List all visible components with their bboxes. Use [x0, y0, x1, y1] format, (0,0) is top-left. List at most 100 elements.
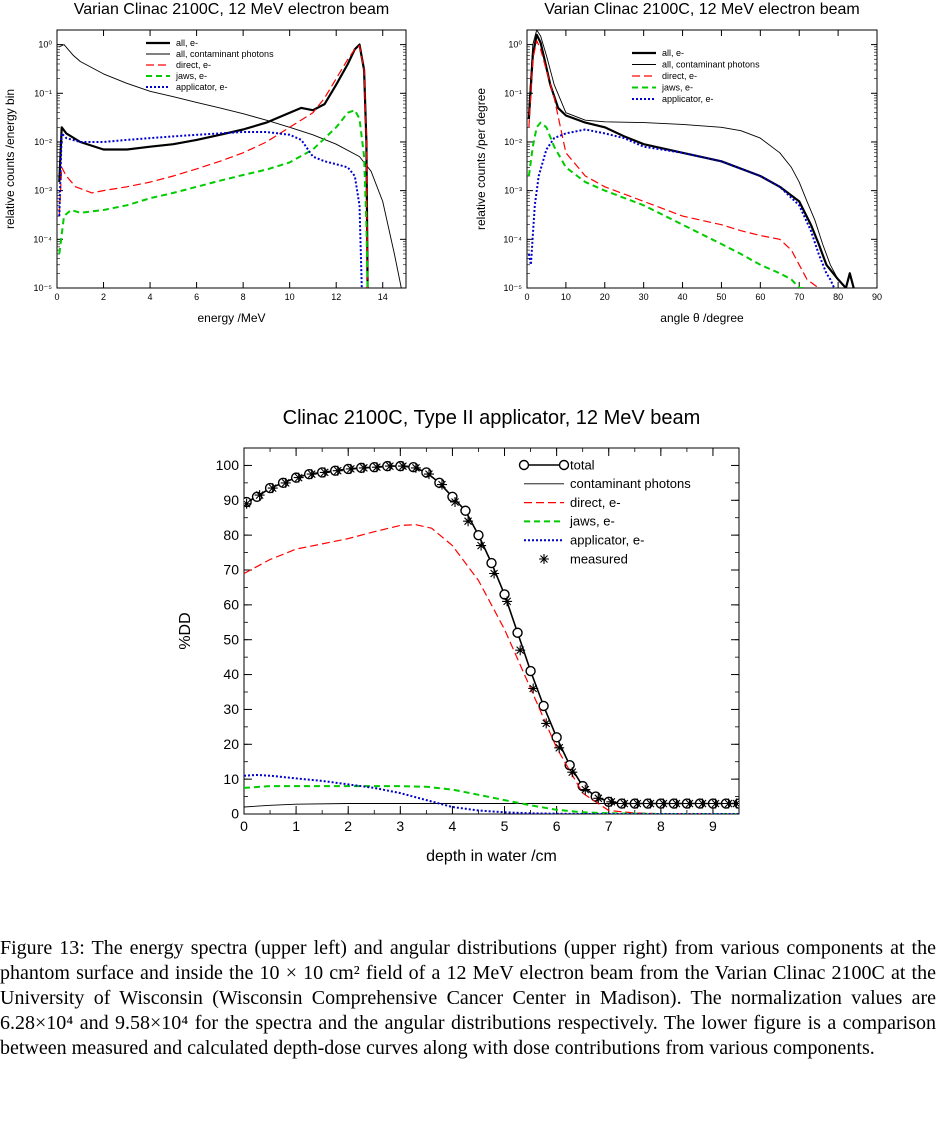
series-measured-point [397, 461, 408, 472]
legend-all-contaminant-photons-label: all, contaminant photons [662, 60, 760, 70]
y-axis-label: relative counts /per degree [474, 88, 488, 230]
legend-total-marker [558, 459, 570, 471]
y-axis-label: %DD [177, 612, 194, 649]
x-tick-label: 20 [600, 292, 610, 302]
chart-title: Varian Clinac 2100C, 12 MeV electron bea… [74, 1, 389, 18]
series-measured-point [332, 465, 343, 476]
series-measured-point [293, 472, 304, 483]
series-measured-point [658, 798, 669, 809]
series-applicator-e-line [58, 131, 363, 288]
series-direct-e-line [528, 40, 820, 288]
chart-3: Clinac 2100C, Type II applicator, 12 MeV… [177, 407, 740, 865]
y-tick-label: 10⁰ [38, 40, 52, 50]
legend-total-marker [518, 459, 530, 471]
y-tick-label: 10⁻¹ [504, 88, 522, 98]
y-tick-label: 20 [223, 736, 239, 752]
y-axis-label: relative counts /energy bin [3, 89, 17, 229]
y-tick-label: 30 [223, 701, 239, 717]
y-tick-label: 10⁻¹ [34, 88, 52, 98]
series-total-point [473, 529, 484, 541]
series-total-point [590, 791, 601, 802]
series-measured-point [319, 467, 330, 478]
series-all-contaminant-photons-line [59, 44, 402, 288]
series-measured-point [424, 469, 434, 480]
y-tick-label: 10⁻² [504, 137, 522, 147]
series-measured-point [541, 718, 552, 729]
x-axis-label: angle θ /degree [660, 311, 744, 325]
series-measured-point [463, 516, 474, 527]
series-jaws-e-line [527, 121, 807, 288]
legend-measured-marker [539, 554, 549, 564]
x-tick-label: 2 [344, 818, 352, 834]
series-measured-point [345, 463, 356, 474]
series-total-point [486, 557, 497, 569]
x-tick-label: 70 [794, 292, 804, 302]
series-measured-point [410, 462, 421, 473]
legend: total contaminant photons direct, e-jaws, … [518, 457, 691, 566]
chart-2: Varian Clinac 2100C, 12 MeV electron bea… [474, 1, 882, 325]
legend-direct-e-label: direct, e- [662, 71, 697, 81]
figure-canvas: Varian Clinac 2100C, 12 MeV electron bea… [3, 1, 882, 865]
x-axis-label: depth in water /cm [426, 848, 557, 865]
x-tick-label: 0 [524, 292, 529, 302]
series-measured-point [280, 477, 291, 488]
y-tick-label: 10⁻³ [34, 186, 52, 196]
legend-jaws-e-label: jaws, e- [175, 71, 207, 81]
x-tick-label: 60 [755, 292, 765, 302]
x-tick-label: 5 [501, 818, 509, 834]
series-all-contaminant-photons-line [528, 30, 847, 288]
series-direct-e-line [244, 524, 739, 814]
plot-frame [56, 29, 407, 289]
legend-direct-e-label: direct, e- [570, 495, 621, 510]
series-measured-point [384, 461, 395, 472]
caption-text: Figure 13: The energy spectra (upper lef… [0, 937, 936, 1059]
series-measured-point [254, 490, 265, 501]
x-tick-label: 12 [331, 292, 341, 302]
legend-contaminant-photons-label: contaminant photons [570, 476, 691, 491]
series-total-point [551, 732, 562, 743]
y-tick-label: 10⁻² [34, 137, 52, 147]
series-measured-point [244, 498, 252, 509]
series-measured-point [437, 479, 447, 490]
series-total-point [538, 700, 549, 712]
series-measured-point [632, 798, 643, 809]
series-measured-point [528, 683, 539, 694]
series-measured-point [710, 798, 721, 809]
series-measured-point [476, 540, 487, 551]
y-tick-label: 80 [223, 527, 239, 543]
y-tick-label: 70 [223, 562, 239, 578]
series-direct-e-line [58, 45, 369, 288]
series-measured-point [606, 796, 617, 807]
legend-all-e-label: all, e- [662, 48, 684, 58]
chart-title: Clinac 2100C, Type II applicator, 12 MeV… [283, 407, 701, 429]
y-tick-label: 10 [223, 771, 239, 787]
series-measured-point [450, 497, 460, 507]
series-total-point [512, 627, 523, 638]
series-total-point [251, 491, 263, 502]
y-tick-label: 60 [223, 597, 239, 613]
series-measured-point [306, 469, 317, 480]
plot-area [527, 30, 855, 288]
x-tick-label: 2 [101, 292, 106, 302]
y-tick-label: 10⁻³ [504, 186, 522, 196]
series-measured-point [515, 645, 526, 656]
x-tick-label: 14 [378, 292, 388, 302]
series-measured-point [502, 596, 513, 607]
x-tick-label: 80 [833, 292, 843, 302]
plot-frame [526, 29, 878, 289]
chart-1: Varian Clinac 2100C, 12 MeV electron bea… [3, 1, 407, 325]
legend-applicator-e-label: applicator, e- [662, 94, 714, 104]
x-tick-label: 4 [449, 818, 457, 834]
y-tick-label: 10⁻⁵ [504, 283, 523, 293]
plot-frame [243, 447, 740, 815]
x-tick-label: 30 [639, 292, 649, 302]
series-total-point [460, 505, 471, 516]
legend-total-label: total [570, 457, 595, 472]
series-measured-point [593, 793, 604, 804]
series-all-e-line [527, 33, 855, 288]
series-measured-point [731, 798, 739, 809]
chart-title: Varian Clinac 2100C, 12 MeV electron bea… [544, 1, 859, 18]
x-tick-label: 40 [678, 292, 688, 302]
